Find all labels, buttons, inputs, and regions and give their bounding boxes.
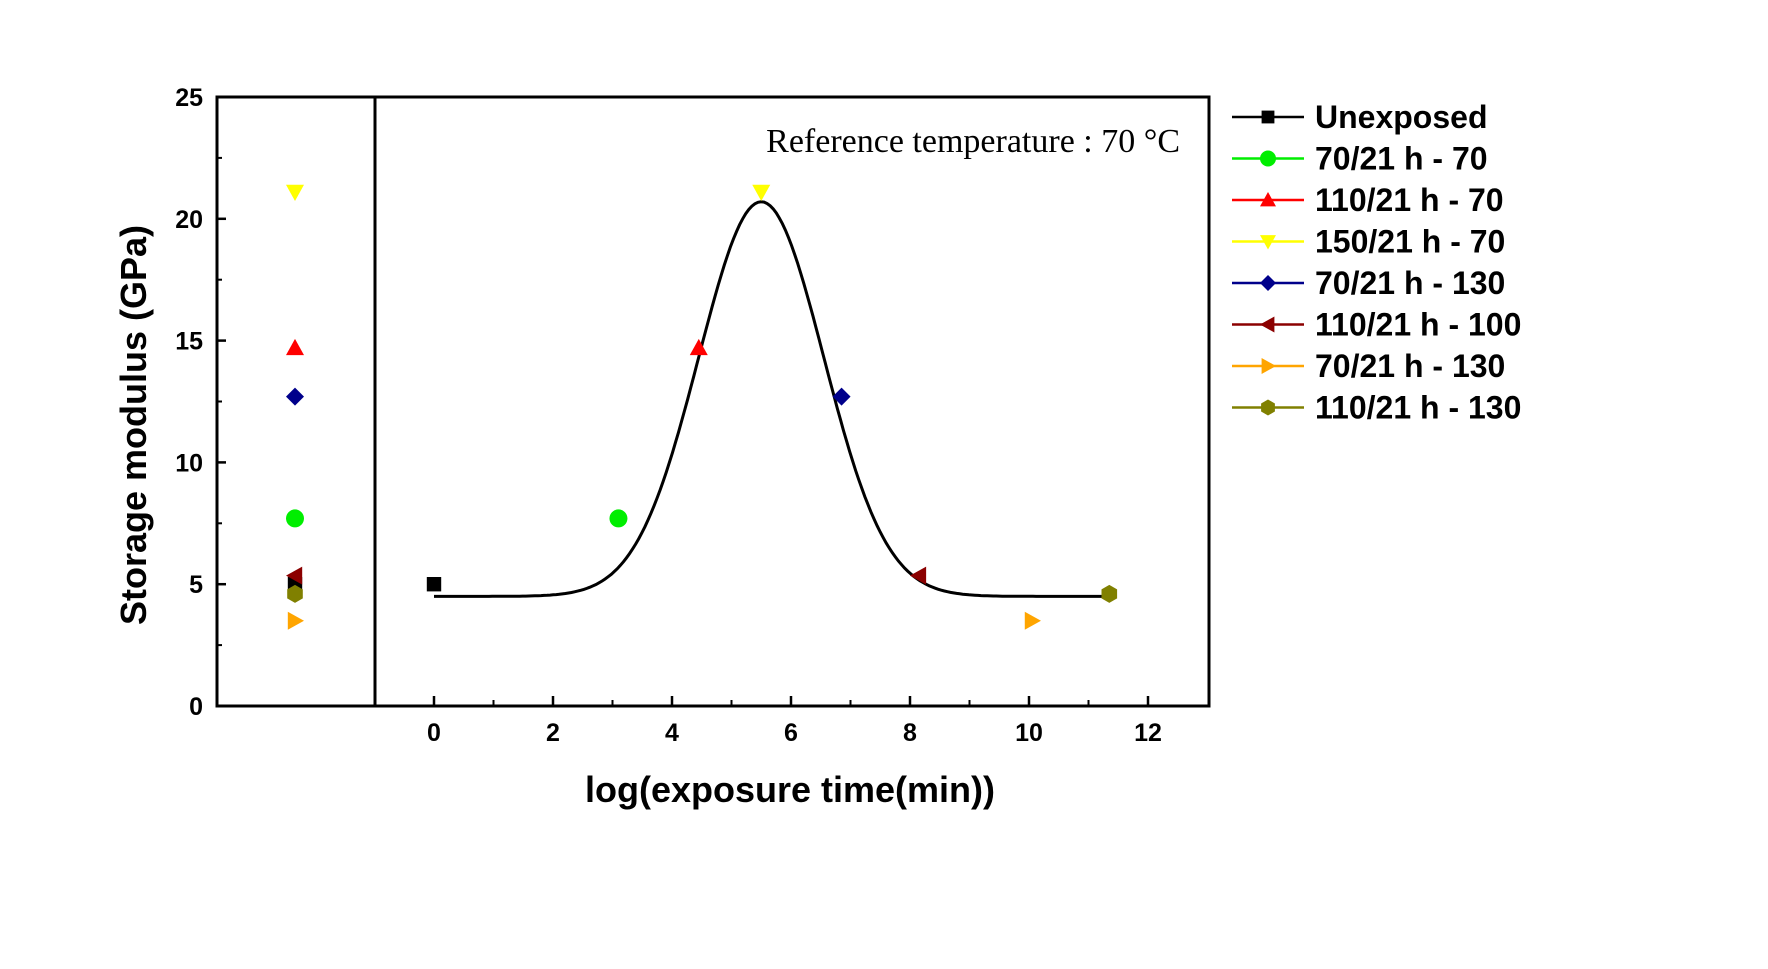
legend-label: Unexposed — [1315, 99, 1487, 135]
data-point-shifted — [426, 577, 442, 592]
legend-marker — [1261, 110, 1275, 124]
x-tick-label: 12 — [1134, 719, 1162, 747]
y-tick-label: 0 — [189, 693, 203, 721]
y-tick-label: 5 — [189, 571, 203, 599]
y-axis-label: Storage modulus (GPa) — [113, 225, 154, 625]
data-point-shifted — [909, 566, 927, 585]
y-tick-label: 20 — [175, 206, 203, 234]
legend-marker — [1260, 235, 1276, 250]
legend-label: 110/21 h - 70 — [1315, 182, 1504, 218]
x-tick-label: 2 — [546, 719, 560, 747]
axes: 0 5 10 15 20 25 0 2 4 6 8 10 12 — [175, 84, 1211, 747]
unshifted-panel — [286, 184, 304, 630]
master-curve-panel — [426, 184, 1118, 630]
legend-marker — [1260, 192, 1276, 207]
legend-label: 70/21 h - 70 — [1315, 141, 1488, 177]
fit-curve — [434, 200, 1107, 598]
data-point-unshifted — [286, 387, 304, 406]
legend-label: 110/21 h - 130 — [1315, 390, 1521, 426]
data-point-unshifted — [286, 566, 303, 585]
data-point-shifted — [752, 184, 771, 202]
x-tick-label: 10 — [1015, 719, 1043, 747]
y-tick-label: 15 — [175, 328, 203, 356]
x-tick-label: 8 — [903, 719, 917, 747]
legend-marker — [1260, 150, 1276, 167]
legend-marker — [1260, 316, 1275, 333]
x-axis-label: log(exposure time(min)) — [585, 769, 995, 810]
legend-label: 150/21 h - 70 — [1315, 224, 1505, 260]
x-tick-label: 6 — [784, 719, 798, 747]
y-tick-label: 25 — [175, 84, 203, 112]
x-tick-label: 4 — [665, 719, 679, 747]
data-point-unshifted — [287, 584, 303, 603]
data-point-unshifted — [287, 611, 304, 630]
data-point-shifted — [609, 509, 628, 528]
x-tick-label: 0 — [427, 719, 441, 747]
data-point-shifted — [832, 387, 851, 406]
y-tick-label: 10 — [175, 449, 203, 477]
legend-marker — [1260, 275, 1276, 291]
data-point-shifted — [689, 338, 708, 356]
legend-marker — [1261, 399, 1275, 416]
reference-temperature-annotation: Reference temperature : 70 °C — [766, 123, 1180, 160]
data-point-unshifted — [286, 509, 304, 528]
legend-marker — [1261, 358, 1276, 374]
data-point-shifted — [1024, 611, 1041, 630]
data-point-unshifted — [286, 338, 304, 356]
data-point-shifted — [1101, 584, 1118, 603]
legend-label: 70/21 h - 130 — [1315, 265, 1505, 301]
legend-label: 70/21 h - 130 — [1315, 348, 1505, 384]
legend-label: 110/21 h - 100 — [1315, 307, 1521, 343]
legend: Unexposed 70/21 h - 70 110/21 h - 70 150/21… — [1232, 99, 1521, 426]
data-point-unshifted — [286, 184, 304, 202]
plot-frame — [215, 95, 1211, 708]
